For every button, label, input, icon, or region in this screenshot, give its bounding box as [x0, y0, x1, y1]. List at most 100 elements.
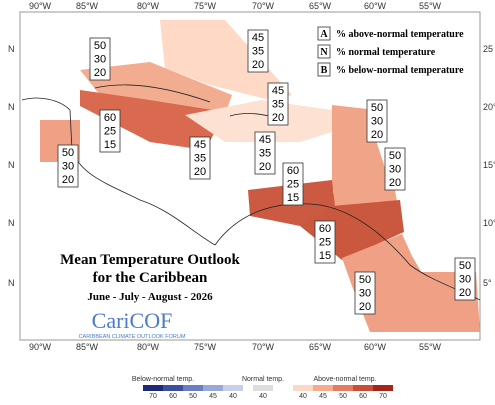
- region-value: 20: [272, 112, 284, 124]
- lon-label: 85°W: [76, 342, 99, 352]
- region-value: 30: [371, 116, 383, 128]
- region-value: 25: [287, 179, 299, 191]
- lon-label: 55°W: [419, 342, 442, 352]
- lon-label: 85°W: [76, 1, 99, 11]
- region-value: 50: [459, 260, 471, 272]
- region-value: 30: [459, 274, 471, 286]
- region-value: 35: [194, 153, 206, 165]
- region-value: 50: [62, 147, 74, 159]
- lat-label: N: [8, 160, 15, 170]
- logo: CariCOF: [92, 308, 173, 333]
- colorbar-cell: [293, 385, 313, 391]
- colorbar-cell: [163, 385, 183, 391]
- lon-label: 70°W: [252, 342, 275, 352]
- colorbar-cell: [143, 385, 163, 391]
- region-box: [366, 99, 388, 143]
- region-value: 30: [94, 54, 106, 66]
- colorbar-tick: 70: [379, 393, 387, 400]
- colorbar-tick: 45: [209, 393, 217, 400]
- key-panel: [312, 22, 476, 78]
- key-box: [317, 44, 331, 59]
- lat-label: N: [8, 278, 15, 288]
- region-value: 50: [389, 150, 401, 162]
- region-box: [354, 271, 376, 315]
- region-value: 20: [252, 59, 264, 71]
- region-value: 25: [319, 237, 331, 249]
- region-value: 50: [359, 274, 371, 286]
- key-text: % above-normal temperature: [336, 29, 464, 40]
- region-box: [314, 220, 336, 264]
- region-value: 60: [319, 223, 331, 235]
- region-box: [57, 144, 79, 188]
- lat-label: 5°: [483, 278, 492, 288]
- colorbar-tick: 45: [319, 393, 327, 400]
- key-text: % below-normal temperature: [336, 65, 464, 76]
- region-value: 20: [459, 287, 471, 299]
- region-value: 15: [104, 139, 116, 151]
- colorbar-cell: [353, 385, 373, 391]
- colorbar-tick: 40: [229, 393, 237, 400]
- colorbar-title: Above-normal temp.: [313, 376, 376, 383]
- region-value: 15: [319, 250, 331, 262]
- region-value: 50: [94, 40, 106, 52]
- colorbar-tick: 50: [189, 393, 197, 400]
- lat-label: 20°: [483, 102, 495, 112]
- region-box: [454, 257, 476, 301]
- lat-label: N: [8, 218, 15, 228]
- colorbar-title: Normal temp.: [242, 376, 284, 383]
- colorbar-tick: 40: [299, 393, 307, 400]
- colorbar-cell: [313, 385, 333, 391]
- season: June - July - August - 2026: [87, 291, 213, 303]
- colorbar-tick: 60: [169, 393, 177, 400]
- lon-label: 80°W: [137, 1, 160, 11]
- region-box: [189, 136, 211, 180]
- region-box: [89, 37, 111, 81]
- region-box: [254, 131, 276, 175]
- lon-label: 80°W: [137, 342, 160, 352]
- logo-subtitle: CARIBBEAN CLIMATE OUTLOOK FORUM: [79, 334, 186, 340]
- lon-label: 60°W: [364, 1, 387, 11]
- region-value: 20: [371, 129, 383, 141]
- region-value: 20: [62, 174, 74, 186]
- region-value: 20: [194, 166, 206, 178]
- lon-label: 55°W: [419, 1, 442, 11]
- colorbar-cell: [183, 385, 203, 391]
- lon-label: 90°W: [29, 342, 52, 352]
- region-value: 45: [252, 32, 264, 44]
- region-box: [267, 82, 289, 126]
- region-box: [247, 29, 269, 73]
- colorbar-tick: 60: [359, 393, 367, 400]
- lon-label: 75°W: [194, 1, 217, 11]
- region-value: 25: [104, 126, 116, 138]
- region-value: 20: [94, 67, 106, 79]
- key-letter: B: [321, 65, 328, 76]
- colorbar-cell: [203, 385, 223, 391]
- region: [185, 100, 332, 142]
- key-box: [317, 26, 331, 41]
- region-value: 30: [359, 288, 371, 300]
- region: [160, 20, 292, 100]
- region-value: 45: [259, 134, 271, 146]
- lat-label: 15°: [483, 160, 495, 170]
- lon-label: 60°W: [364, 342, 387, 352]
- lon-label: 90°W: [29, 1, 52, 11]
- lat-label: N: [8, 102, 15, 112]
- region-value: 35: [259, 148, 271, 160]
- lat-label: N: [8, 44, 15, 54]
- region-value: 45: [194, 139, 206, 151]
- key-text: % normal temperature: [336, 47, 436, 58]
- region-value: 50: [371, 102, 383, 114]
- colorbar-cell: [253, 385, 273, 391]
- region-value: 60: [287, 165, 299, 177]
- lat-label: 25: [483, 44, 493, 54]
- region-value: 35: [272, 99, 284, 111]
- region-value: 20: [359, 301, 371, 313]
- region-box: [384, 147, 406, 191]
- lon-label: 65°W: [309, 1, 332, 11]
- region-value: 20: [389, 177, 401, 189]
- key-letter: N: [320, 47, 328, 58]
- colorbar-tick: 50: [339, 393, 347, 400]
- colorbar-cell: [373, 385, 393, 391]
- lon-label: 70°W: [252, 1, 275, 11]
